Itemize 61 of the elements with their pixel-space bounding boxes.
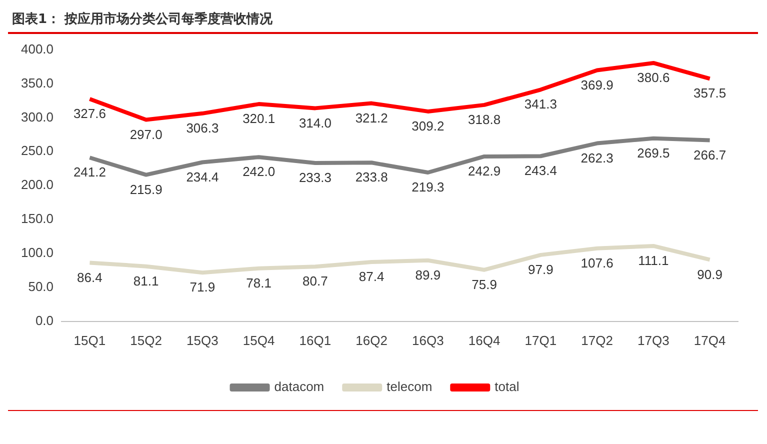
data-label: 262.3 — [580, 150, 614, 166]
x-tick-label: 16Q1 — [299, 332, 332, 348]
data-label: 86.4 — [77, 270, 102, 285]
data-label: 87.4 — [358, 269, 384, 284]
data-label: 97.9 — [528, 262, 554, 278]
data-label: 327.6 — [73, 106, 106, 122]
x-tick-label: 15Q1 — [74, 332, 106, 348]
x-tick-label: 16Q4 — [468, 332, 500, 348]
x-tick-label: 17Q4 — [694, 332, 726, 348]
x-tick-label: 16Q2 — [356, 332, 388, 348]
data-label: 233.8 — [355, 170, 388, 185]
data-label: 234.4 — [186, 169, 219, 184]
data-label: 241.2 — [73, 164, 106, 180]
data-label: 314.0 — [298, 115, 332, 130]
y-tick-label: 400.0 — [20, 41, 54, 56]
x-tick-label: 17Q3 — [638, 332, 670, 348]
data-label: 219.3 — [412, 180, 444, 195]
data-label: 297.0 — [130, 126, 162, 142]
y-tick-label: 350.0 — [20, 75, 54, 90]
data-label: 233.3 — [298, 170, 332, 186]
data-label: 306.3 — [186, 120, 219, 136]
y-tick-label: 50.0 — [28, 279, 54, 294]
data-label: 321.2 — [355, 110, 388, 126]
data-label: 78.1 — [246, 275, 272, 290]
data-label: 215.9 — [130, 182, 162, 197]
y-tick-label: 200.0 — [20, 177, 54, 192]
data-label: 320.1 — [242, 111, 276, 126]
y-tick-label: 250.0 — [20, 143, 54, 158]
x-tick-label: 17Q2 — [581, 332, 613, 348]
data-label: 266.7 — [694, 147, 726, 162]
x-tick-label: 15Q3 — [186, 332, 218, 348]
data-label: 357.5 — [694, 86, 726, 101]
data-label: 107.6 — [580, 255, 614, 270]
y-tick-label: 0.0 — [35, 312, 54, 328]
data-label: 71.9 — [190, 280, 216, 295]
x-tick-label: 17Q1 — [524, 332, 557, 348]
data-label: 242.0 — [242, 164, 276, 180]
data-label: 75.9 — [472, 276, 497, 292]
legend-label: telecom — [386, 379, 432, 394]
y-tick-label: 150.0 — [20, 211, 54, 226]
data-label: 380.6 — [637, 70, 670, 86]
x-tick-label: 15Q4 — [242, 332, 275, 348]
data-label: 89.9 — [415, 267, 441, 282]
data-label: 80.7 — [302, 274, 328, 289]
data-label: 111.1 — [638, 253, 669, 268]
data-label: 90.9 — [697, 266, 722, 282]
data-label: 243.4 — [524, 163, 557, 178]
data-label: 309.2 — [412, 118, 444, 134]
chart-title: 图表1： 按应用市场分类公司每季度营收情况 — [8, 8, 758, 34]
x-tick-label: 15Q2 — [130, 332, 162, 348]
data-label: 369.9 — [580, 77, 614, 92]
y-tick-label: 300.0 — [20, 109, 54, 124]
legend-label: total — [494, 379, 520, 394]
data-label: 341.3 — [524, 96, 557, 112]
data-label: 269.5 — [637, 145, 670, 160]
data-label: 242.9 — [468, 164, 501, 179]
data-label: 318.8 — [468, 112, 501, 128]
data-label: 81.1 — [133, 273, 159, 288]
x-tick-label: 16Q3 — [412, 332, 444, 348]
legend-label: datacom — [274, 379, 324, 394]
y-tick-label: 100.0 — [20, 245, 54, 260]
